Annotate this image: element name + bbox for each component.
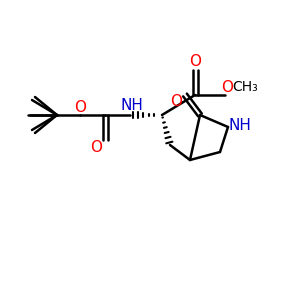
Text: CH₃: CH₃ [232,80,258,94]
Text: O: O [90,140,102,154]
Text: O: O [74,100,86,115]
Text: NH: NH [121,98,143,113]
Text: O: O [221,80,233,94]
Text: NH: NH [229,118,251,133]
Text: O: O [170,94,182,110]
Text: O: O [189,55,201,70]
